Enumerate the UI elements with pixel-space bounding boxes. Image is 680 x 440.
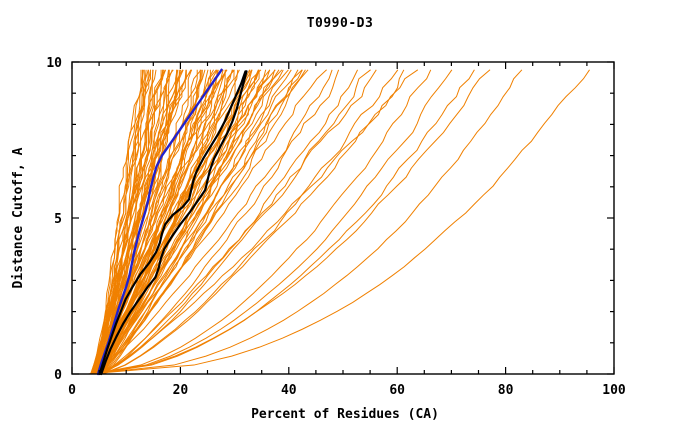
prediction-curve (103, 69, 299, 375)
prediction-curve (100, 69, 371, 375)
prediction-curve (103, 69, 303, 375)
y-tick-label: 0 (54, 368, 62, 383)
x-tick-label: 100 (602, 383, 626, 398)
prediction-curve (102, 69, 405, 375)
prediction-curve (94, 69, 144, 375)
prediction-curve (91, 69, 152, 375)
y-axis-label: Distance Cutoff, A (11, 147, 26, 288)
prediction-curve (93, 69, 284, 375)
prediction-curve (95, 69, 280, 375)
curves-layer (88, 68, 590, 376)
prediction-curve (94, 69, 271, 375)
prediction-curve (101, 69, 399, 375)
prediction-curve (91, 69, 333, 375)
x-tick-label: 40 (281, 383, 297, 398)
prediction-curve (91, 69, 309, 375)
tick-labels: 0 20 40 60 80 100 0 5 10 (46, 56, 626, 398)
prediction-curve (91, 69, 251, 375)
prediction-curve (92, 69, 491, 375)
prediction-curve (93, 69, 432, 375)
y-tick-label: 5 (54, 212, 62, 227)
prediction-curve (101, 69, 283, 375)
prediction-curve (101, 69, 377, 375)
prediction-curve (95, 69, 327, 375)
prediction-curve (92, 69, 240, 375)
page-title: T0990-D3 (306, 16, 374, 31)
prediction-curve (91, 69, 453, 375)
prediction-curve (88, 69, 590, 375)
x-tick-label: 0 (68, 383, 76, 398)
highlight-curve-blue-highlight (96, 68, 223, 376)
highlight-curve-black-highlight-1 (98, 70, 247, 376)
plot-frame (71, 61, 615, 375)
x-tick-label: 80 (498, 383, 514, 398)
prediction-curve (88, 69, 523, 375)
x-tick-label: 60 (389, 383, 405, 398)
y-tick-label: 10 (46, 56, 62, 71)
prediction-curve (103, 69, 340, 375)
x-tick-label: 20 (173, 383, 189, 398)
prediction-curve (97, 69, 419, 375)
prediction-curve (92, 69, 178, 375)
prediction-curve (92, 69, 192, 375)
x-axis-label: Percent of Residues (CA) (251, 407, 439, 422)
highlight-curve-black-highlight-2 (100, 70, 248, 376)
